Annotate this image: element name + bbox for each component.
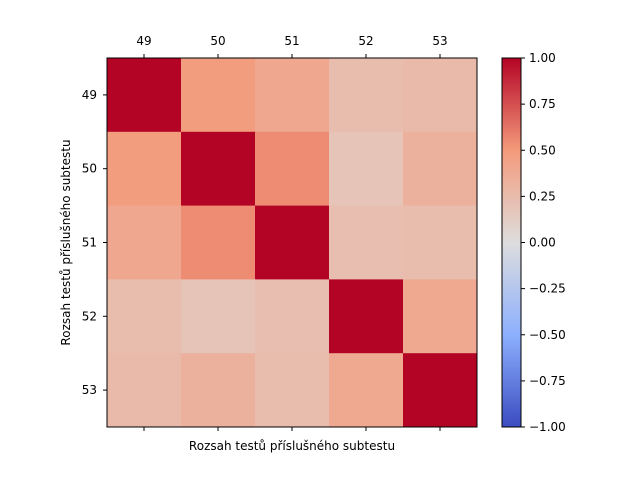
y-tick-label-53: 53	[82, 383, 97, 397]
heatmap-cell-49-53	[403, 58, 478, 133]
x-axis-label: Rozsah testů příslušného subtestu	[189, 439, 395, 453]
heatmap-cell-52-49	[107, 279, 182, 354]
heatmap-cell-52-53	[403, 279, 478, 354]
heatmap-cell-49-49	[107, 58, 182, 133]
heatmap-cell-53-53	[403, 353, 478, 428]
heatmap-cell-50-49	[107, 131, 182, 207]
heatmap-cell-50-53	[403, 131, 478, 207]
y-tick-label-50: 50	[82, 162, 97, 176]
colorbar	[501, 57, 522, 428]
y-tick-label-51: 51	[82, 236, 97, 250]
colorbar-tick-label-0: 1.00	[529, 51, 556, 65]
colorbar-tick-label-1: 0.75	[529, 97, 556, 111]
x-tick-label-51: 51	[284, 34, 299, 48]
x-axis-ticks: 49 50 51 52 53	[136, 34, 448, 431]
heatmap-cell-53-52	[329, 353, 404, 428]
heatmap-cell-52-52	[329, 279, 404, 354]
heatmap-cell-53-49	[107, 353, 182, 428]
heatmap-cell-49-52	[329, 58, 404, 133]
colorbar-tick-label-2: 0.50	[529, 143, 556, 157]
heatmap-cell-52-51	[255, 279, 330, 354]
x-tick-label-50: 50	[210, 34, 225, 48]
colorbar-tick-label-4: 0.00	[529, 236, 556, 250]
colorbar-ticks: 1.00 0.75 0.50 0.25 0.00 −0.25 −0.50 −0.75 −1.00	[521, 51, 566, 434]
heatmap-cell-51-49	[107, 205, 182, 280]
heatmap-cell-49-51	[255, 58, 330, 133]
y-axis-label: Rozsah testů příslušného subtestu	[59, 139, 73, 345]
colorbar-tick-label-3: 0.25	[529, 189, 556, 203]
heatmap-cell-50-51	[255, 131, 330, 207]
heatmap-cells	[107, 58, 478, 428]
heatmap-cell-52-50	[181, 279, 256, 354]
heatmap-cell-49-50	[181, 58, 256, 133]
x-tick-label-49: 49	[136, 34, 151, 48]
heatmap-cell-51-53	[403, 205, 478, 280]
heatmap-cell-50-52	[329, 131, 404, 207]
heatmap-cell-53-50	[181, 353, 256, 428]
heatmap-cell-51-51	[255, 205, 330, 280]
colorbar-tick-label-7: −0.75	[529, 374, 566, 388]
y-tick-label-52: 52	[82, 309, 97, 323]
heatmap-cell-51-50	[181, 205, 256, 280]
x-tick-label-53: 53	[432, 34, 447, 48]
colorbar-tick-label-5: −0.25	[529, 282, 566, 296]
x-tick-label-52: 52	[358, 34, 373, 48]
heatmap-cell-53-51	[255, 353, 330, 428]
y-tick-label-49: 49	[82, 88, 97, 102]
colorbar-tick-label-6: −0.50	[529, 328, 566, 342]
colorbar-tick-label-8: −1.00	[529, 420, 566, 434]
y-axis-ticks: 49 50 51 52 53	[82, 88, 107, 397]
heatmap-cell-51-52	[329, 205, 404, 280]
heatmap-cell-50-50	[181, 131, 256, 207]
